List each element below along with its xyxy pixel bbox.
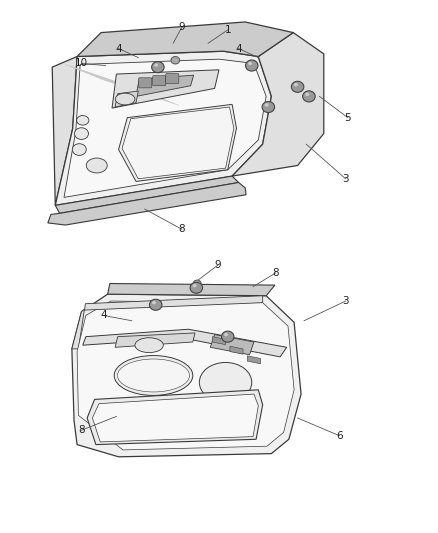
Text: 4: 4 [235,44,242,53]
Polygon shape [83,329,287,357]
FancyBboxPatch shape [139,78,152,88]
Text: 10: 10 [75,59,88,68]
Ellipse shape [149,299,162,310]
Ellipse shape [193,284,197,287]
Ellipse shape [305,93,309,96]
Ellipse shape [86,158,107,173]
Text: 4: 4 [100,310,106,320]
Polygon shape [136,75,194,96]
Polygon shape [112,70,219,108]
Ellipse shape [222,331,234,342]
FancyBboxPatch shape [152,76,166,86]
Polygon shape [87,390,263,445]
Ellipse shape [303,91,315,102]
Polygon shape [230,346,243,354]
Text: 8: 8 [179,224,185,235]
Ellipse shape [74,128,88,140]
Polygon shape [115,91,138,107]
Polygon shape [55,176,239,213]
Ellipse shape [291,82,304,92]
Ellipse shape [199,362,252,402]
Ellipse shape [77,116,89,125]
Ellipse shape [115,93,135,105]
Text: 8: 8 [78,425,85,435]
Ellipse shape [114,356,193,395]
Text: 8: 8 [272,268,279,278]
Text: 9: 9 [179,22,185,33]
Ellipse shape [265,103,268,107]
Ellipse shape [154,63,158,67]
Text: 3: 3 [343,174,349,184]
FancyBboxPatch shape [166,74,179,84]
Polygon shape [64,59,266,197]
Ellipse shape [294,83,298,86]
Text: 5: 5 [345,112,351,123]
Polygon shape [77,301,294,450]
Ellipse shape [72,144,86,156]
Polygon shape [212,337,226,345]
Ellipse shape [224,333,228,336]
Polygon shape [115,333,195,348]
Text: 6: 6 [336,431,343,441]
Polygon shape [108,284,275,296]
Polygon shape [48,182,246,225]
Polygon shape [85,296,263,310]
Polygon shape [122,107,234,179]
Polygon shape [92,394,258,442]
Polygon shape [247,356,261,364]
Ellipse shape [190,282,202,293]
Polygon shape [52,56,77,205]
Ellipse shape [171,56,180,64]
Polygon shape [72,309,85,349]
Polygon shape [232,33,324,176]
Polygon shape [210,335,254,355]
Ellipse shape [248,62,252,65]
Text: 4: 4 [115,44,122,53]
Text: 9: 9 [215,260,222,270]
Ellipse shape [152,62,164,72]
Polygon shape [77,22,293,56]
Text: 3: 3 [343,296,349,306]
Ellipse shape [135,338,163,353]
Ellipse shape [262,101,275,112]
Ellipse shape [152,301,156,304]
Polygon shape [55,51,272,205]
Text: 1: 1 [224,25,231,35]
Ellipse shape [117,359,190,392]
Polygon shape [72,294,301,457]
Ellipse shape [193,280,201,287]
Polygon shape [119,104,237,181]
Ellipse shape [246,60,258,71]
